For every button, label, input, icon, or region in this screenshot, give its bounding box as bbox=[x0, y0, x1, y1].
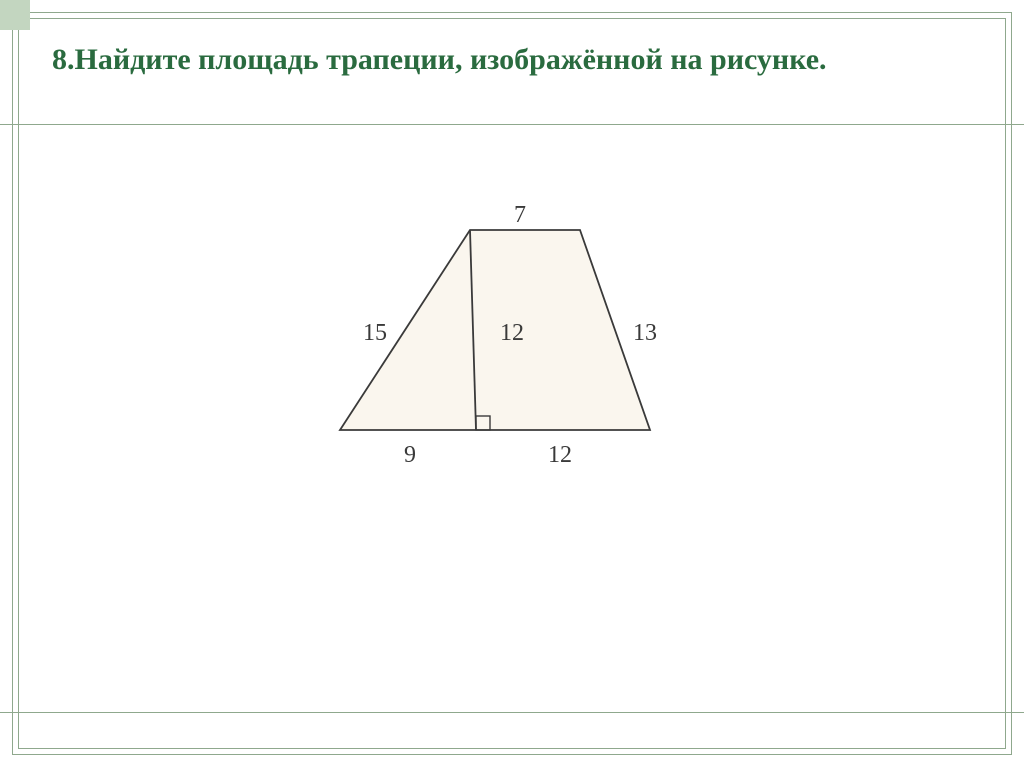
problem-title: 8.Найдите площадь трапеции, изображённой… bbox=[52, 40, 972, 81]
trapezoid-diagram: 7 15 12 13 9 12 bbox=[280, 200, 700, 500]
dim-label-top: 7 bbox=[514, 202, 526, 228]
dim-label-left_side: 15 bbox=[363, 320, 387, 346]
dim-label-bottom_right: 12 bbox=[548, 442, 572, 468]
title-underline bbox=[0, 124, 1024, 125]
bottom-frame-line bbox=[0, 712, 1024, 713]
corner-decoration bbox=[0, 0, 30, 30]
dim-label-right_side: 13 bbox=[633, 320, 657, 346]
dim-label-bottom_left: 9 bbox=[404, 442, 416, 468]
dim-label-altitude: 12 bbox=[500, 320, 524, 346]
